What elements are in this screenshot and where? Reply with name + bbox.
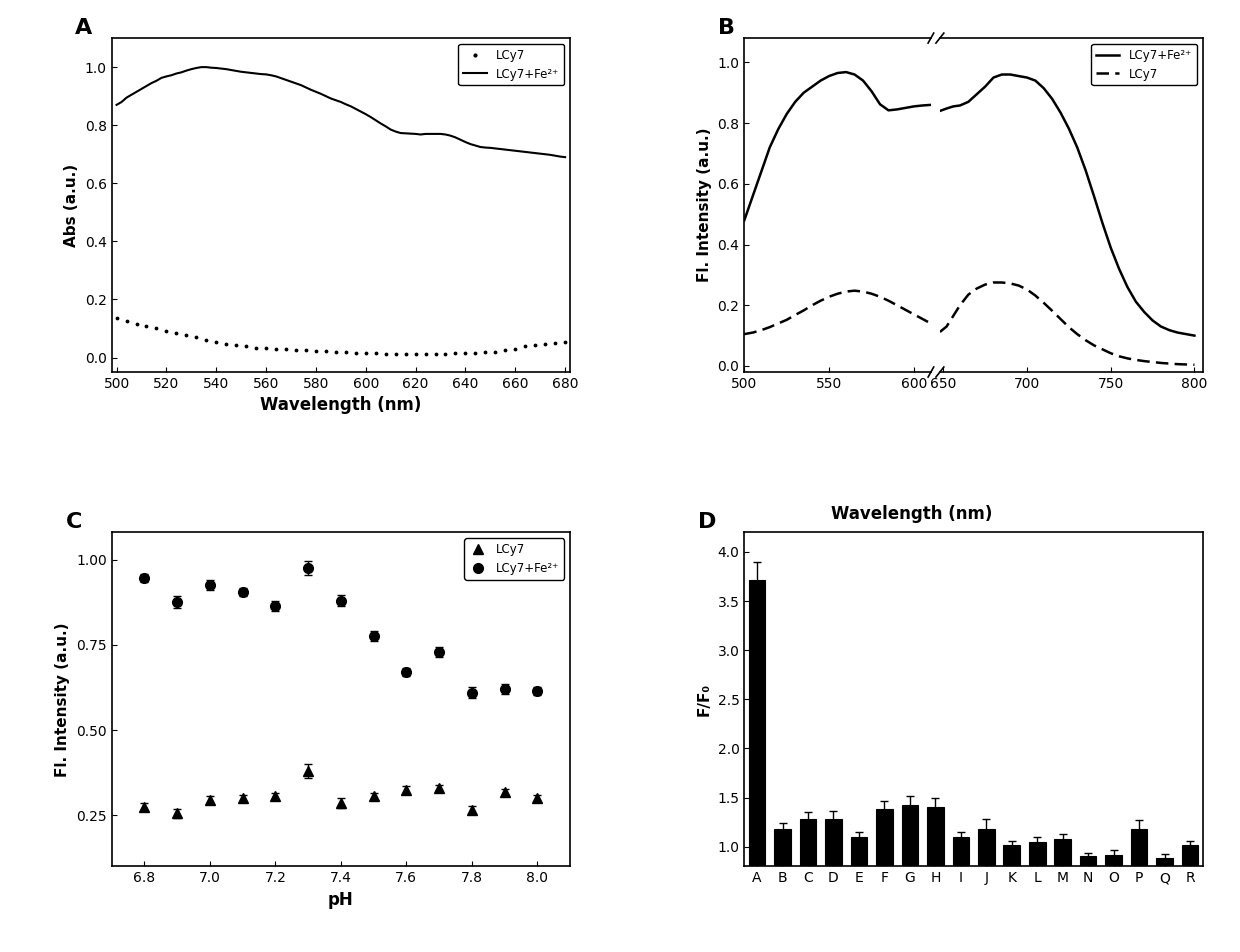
Bar — [877, 809, 893, 945]
Bar — [1157, 859, 1173, 945]
Text: B: B — [718, 18, 735, 38]
Y-axis label: F/F₀: F/F₀ — [697, 683, 712, 716]
Bar — [851, 837, 867, 945]
Bar — [800, 819, 816, 945]
Bar — [774, 829, 791, 945]
Bar — [952, 837, 970, 945]
Text: D: D — [698, 512, 717, 532]
Legend: LCy7, LCy7+Fe²⁺: LCy7, LCy7+Fe²⁺ — [464, 538, 564, 580]
Bar — [1105, 855, 1122, 945]
Bar — [1131, 829, 1147, 945]
X-axis label: Wavelength (nm): Wavelength (nm) — [260, 396, 422, 414]
Y-axis label: Abs (a.u.): Abs (a.u.) — [64, 164, 79, 247]
Bar — [978, 829, 994, 945]
Y-axis label: Fl. Intensity (a.u.): Fl. Intensity (a.u.) — [697, 128, 712, 283]
Bar — [825, 819, 842, 945]
Bar — [928, 807, 944, 945]
Text: Wavelength (nm): Wavelength (nm) — [831, 505, 992, 523]
Bar — [1003, 844, 1021, 945]
Bar — [1080, 857, 1096, 945]
Legend: LCy7+Fe²⁺, LCy7: LCy7+Fe²⁺, LCy7 — [1091, 44, 1197, 86]
Bar — [1054, 839, 1071, 945]
Y-axis label: Fl. Intensity (a.u.): Fl. Intensity (a.u.) — [56, 622, 71, 777]
Legend: LCy7, LCy7+Fe²⁺: LCy7, LCy7+Fe²⁺ — [459, 44, 564, 86]
Text: C: C — [66, 512, 82, 532]
Text: A: A — [74, 18, 92, 38]
Bar — [1182, 844, 1198, 945]
Bar — [901, 805, 918, 945]
Bar — [1029, 842, 1045, 945]
X-axis label: pH: pH — [327, 891, 353, 909]
Bar — [749, 580, 765, 945]
